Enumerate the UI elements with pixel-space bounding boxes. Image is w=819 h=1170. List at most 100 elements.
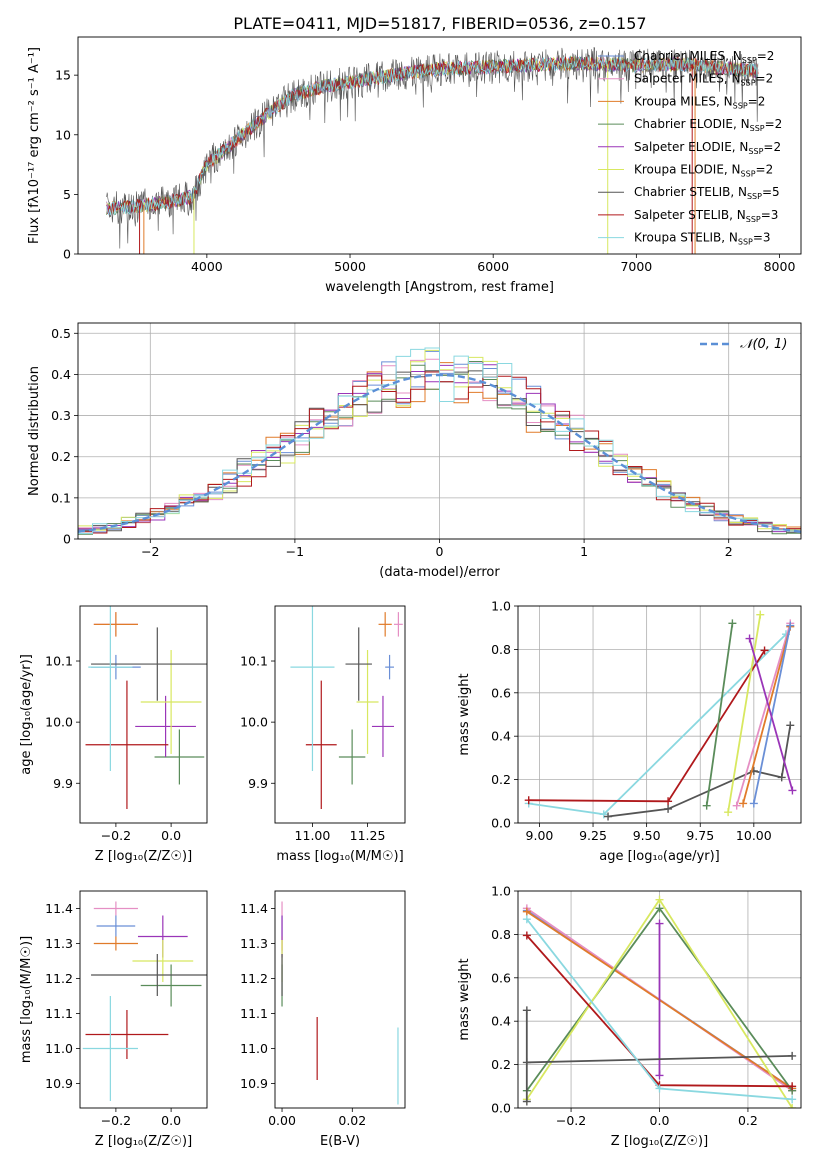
x-tick-label: 6000 [477, 259, 509, 274]
mass-weight-marker [749, 799, 758, 808]
spectrum-legend: Chabrier MILES, NSSP=2 Salpeter MILES, NS… [598, 49, 782, 247]
mass-weight-line [735, 623, 792, 806]
y-axis-label: mass [log₁₀(M/M☉)] [19, 936, 34, 1063]
mass-weight-marker [702, 801, 711, 810]
errorbar-point [356, 650, 379, 754]
x-tick-label: 9.50 [633, 828, 661, 843]
y-tick-label: 9.9 [53, 776, 73, 791]
x-axis-label: age [log₁₀(age/yr)] [599, 849, 720, 864]
y-tick-label: 0.1 [51, 490, 71, 505]
mass-weight-marker [756, 610, 765, 619]
mass-weight-marker [788, 786, 797, 795]
y-axis-label: mass weight [457, 958, 472, 1040]
x-tick-label: 9.00 [526, 828, 554, 843]
y-tick-label: 11.4 [240, 901, 268, 916]
errorbar-point [93, 612, 138, 637]
spectrum-panel: 4000 5000 6000 7000 8000 0 5 10 15 wavelength [An… [27, 36, 802, 295]
x-tick-label: 0.0 [161, 1113, 181, 1128]
errorbar-point [93, 936, 138, 951]
y-tick-label: 1.0 [491, 599, 511, 614]
mass_vs_ebv-panel: 0.00 0.02 10.9 11.0 11.1 11.2 11.3 11.4 E(B-V) [240, 890, 406, 1149]
mass-weight-marker [524, 796, 533, 805]
y-tick-label: 11.3 [45, 936, 73, 951]
mass-weight-marker [724, 808, 733, 817]
mass-weight-line [748, 638, 794, 791]
mass-weight-marker [788, 1104, 797, 1108]
y-tick-label: 0.4 [491, 729, 511, 744]
mass-weight-marker [655, 895, 664, 904]
mass-weight-marker [786, 721, 795, 730]
mass-weight-marker [745, 634, 754, 643]
legend-label: Salpeter ELODIE, NSSP=2 [634, 140, 781, 156]
errorbar-point [96, 915, 136, 937]
errorbar-point [91, 954, 207, 996]
mass-weight-marker [732, 801, 741, 810]
errorbar-point [290, 606, 335, 772]
y-tick-label: 1.0 [491, 884, 511, 899]
y-tick-label: 0.6 [491, 970, 511, 985]
x-tick-label: −0.2 [556, 1113, 586, 1128]
x-tick-label: 9.75 [686, 828, 714, 843]
errorbar-point [140, 650, 202, 754]
y-tick-label: 10 [55, 127, 71, 142]
x-tick-label: 7000 [620, 259, 652, 274]
y-tick-label: 0.8 [491, 642, 511, 657]
x-tick-label: 0.0 [650, 1113, 670, 1128]
mass-weight-line [727, 614, 762, 813]
errorbar-point [338, 729, 366, 785]
x-axis-label: Z [log₁₀(Z/Z☉)] [611, 1134, 708, 1149]
errorbar-point [371, 695, 394, 757]
mass-weight-marker [664, 797, 673, 806]
y-tick-label: 0.5 [51, 326, 71, 341]
y-tick-label: 11.3 [240, 936, 268, 951]
errorbar-point [378, 612, 392, 637]
mw_vs_age-panel: 9.00 9.25 9.50 9.75 10.00 0.0 0.2 0.4 0.6 0.8 1.0 a… [457, 599, 802, 864]
age_vs_Z-panel: −0.2 0.0 9.9 10.0 10.1 Z [log₁₀(Z/Z☉)] age [lo… [19, 605, 208, 864]
y-tick-label: 0.2 [491, 772, 511, 787]
y-tick-label: 10.9 [45, 1076, 73, 1091]
y-tick-label: 0.3 [51, 408, 71, 423]
y-tick-label: 0.2 [491, 1057, 511, 1072]
x-tick-label: 0.2 [738, 1113, 758, 1128]
y-tick-label: 11.1 [240, 1006, 268, 1021]
y-tick-label: 0 [63, 532, 71, 547]
mass-weight-marker [777, 773, 786, 782]
figure-title: PLATE=0411, MJD=51817, FIBERID=0536, z=0… [233, 14, 646, 33]
x-tick-label: 10.00 [736, 828, 772, 843]
mass-weight-marker [522, 1097, 531, 1106]
mass_vs_Z-panel: −0.2 0.0 10.9 11.0 11.1 11.2 11.3 11.4 Z [log₁₀(… [19, 890, 208, 1149]
legend-label: Salpeter STELIB, NSSP=3 [634, 208, 778, 224]
x-tick-label: 0.0 [161, 828, 181, 843]
legend-label: Kroupa ELODIE, NSSP=2 [634, 163, 773, 179]
y-tick-label: 11.2 [240, 971, 268, 986]
mass-weight-marker [522, 915, 531, 924]
y-tick-label: 0.0 [491, 1101, 511, 1116]
x-axis-label: mass [log₁₀(M/M☉)] [276, 849, 403, 864]
errorbar-point [85, 680, 169, 809]
legend-label: Kroupa MILES, NSSP=2 [634, 94, 765, 110]
mass-weight-marker [522, 1006, 531, 1015]
x-tick-label: 8000 [764, 259, 796, 274]
errorbar-point [135, 695, 196, 757]
y-tick-label: 0.6 [491, 685, 511, 700]
errorbar-point [154, 729, 205, 785]
y-tick-label: 11.1 [45, 1006, 73, 1021]
mw_vs_Z-panel: −0.2 0.0 0.2 0.0 0.2 0.4 0.6 0.8 1.0 Z [log₁₀(Z/Z… [457, 884, 802, 1149]
mass-weight-marker [655, 1071, 664, 1080]
legend-label: Chabrier MILES, NSSP=2 [634, 49, 774, 65]
legend-label: Chabrier ELODIE, NSSP=2 [634, 117, 782, 133]
y-tick-label: 10.9 [240, 1076, 268, 1091]
mass-weight-line [752, 625, 792, 804]
y-tick-label: 11.2 [45, 971, 73, 986]
mass-weight-marker [728, 619, 737, 628]
axes-frame [79, 890, 208, 1109]
y-axis-label: mass weight [457, 673, 472, 755]
mass-weight-marker [655, 1084, 664, 1093]
x-tick-label: 5000 [334, 259, 366, 274]
y-tick-label: 5 [63, 187, 71, 202]
x-tick-label: 11.00 [295, 828, 331, 843]
spectrum-series-line [106, 55, 759, 216]
errorbar-point [82, 996, 138, 1101]
legend-label: Chabrier STELIB, NSSP=5 [634, 185, 780, 201]
